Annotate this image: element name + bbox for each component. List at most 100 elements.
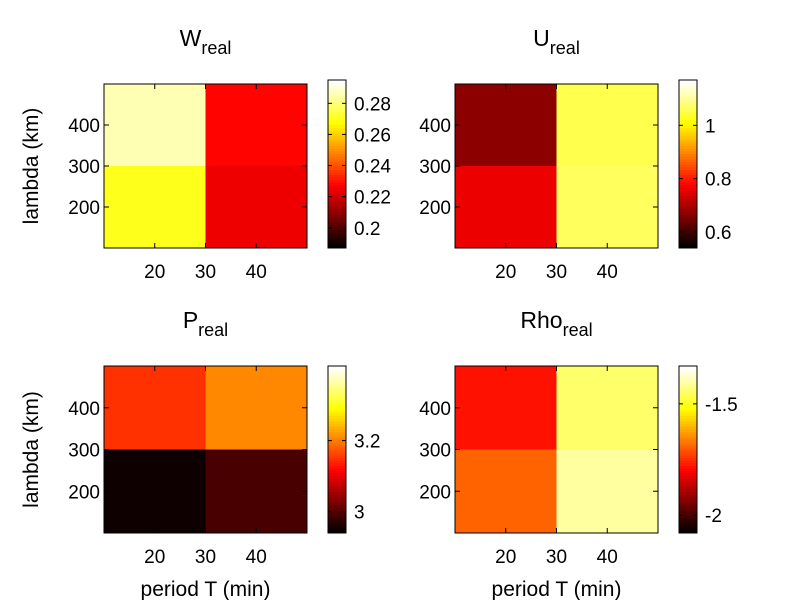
- colorbar-segment: [328, 129, 346, 134]
- colorbar-segment: [328, 454, 346, 458]
- colorbar-segment: [328, 433, 346, 438]
- colorbar-segment: [328, 397, 346, 401]
- colorbar-segment: [328, 132, 346, 136]
- colorbar-segment: [679, 177, 697, 181]
- colorbar-segment: [679, 140, 697, 144]
- colorbar-segment: [328, 174, 346, 178]
- x-tick-label: 20: [495, 262, 516, 283]
- colorbar-segment: [679, 161, 697, 165]
- colorbar-segment: [328, 379, 346, 383]
- colorbar-segment: [679, 488, 697, 492]
- colorbar-segment: [679, 499, 697, 503]
- colorbar-segment: [328, 185, 346, 189]
- colorbar-frame: [678, 79, 698, 249]
- heatmap-cell: [205, 366, 307, 450]
- colorbar-segment: [679, 386, 697, 391]
- colorbar-tick-label: 0.2: [354, 219, 380, 240]
- colorbar-segment: [679, 527, 697, 531]
- colorbar-segment: [328, 423, 346, 427]
- colorbar-segment: [328, 106, 346, 110]
- colorbar-segment: [328, 478, 346, 482]
- colorbar-segment: [328, 371, 346, 375]
- colorbar-segment: [328, 512, 346, 516]
- colorbar-segment: [328, 467, 346, 471]
- colorbar-segment: [328, 93, 346, 97]
- y-tick-label: 200: [419, 482, 451, 503]
- colorbar-segment: [328, 206, 346, 210]
- colorbar-segment: [328, 418, 346, 422]
- colorbar-segment: [328, 166, 346, 170]
- colorbar-segment: [679, 410, 697, 414]
- colorbar-segment: [328, 169, 346, 173]
- colorbar-segment: [328, 182, 346, 186]
- heatmap-cell: [104, 366, 206, 450]
- colorbar-segment: [328, 506, 346, 511]
- colorbar-tick-label: 1: [705, 116, 716, 137]
- colorbar-segment: [328, 234, 346, 239]
- colorbar-segment: [679, 509, 697, 513]
- colorbar-segment: [679, 174, 697, 178]
- colorbar-segment: [328, 386, 346, 391]
- colorbar-segment: [328, 82, 346, 86]
- colorbar-segment: [328, 203, 346, 207]
- colorbar-segment: [679, 371, 697, 375]
- heatmap-cell: [556, 366, 658, 450]
- colorbar-segment: [328, 530, 346, 534]
- colorbar-segment: [679, 449, 697, 453]
- chart-title: Wreal: [180, 25, 232, 58]
- colorbar-segment: [679, 415, 697, 419]
- colorbar-segment: [679, 132, 697, 136]
- colorbar-segment: [328, 240, 346, 244]
- colorbar-segment: [328, 431, 346, 435]
- colorbar-segment: [328, 452, 346, 456]
- colorbar-segment: [328, 472, 346, 477]
- colorbar-segment: [328, 501, 346, 505]
- colorbar-segment: [679, 428, 697, 432]
- colorbar-tick-label: 0.24: [354, 157, 391, 178]
- colorbar-segment: [679, 242, 697, 246]
- heatmap-cell: [205, 166, 307, 248]
- colorbar-segment: [328, 198, 346, 202]
- colorbar-segment: [328, 496, 346, 500]
- colorbar: 0.6 0.8 1: [678, 79, 731, 249]
- y-tick-label: 300: [68, 157, 100, 178]
- y-tick-label: 200: [68, 198, 100, 219]
- colorbar-segment: [328, 232, 346, 236]
- colorbar-segment: [328, 525, 346, 529]
- colorbar-segment: [679, 454, 697, 458]
- colorbar-segment: [679, 439, 697, 443]
- colorbar-segment: [328, 111, 346, 115]
- colorbar-segment: [328, 488, 346, 492]
- colorbar-segment: [679, 221, 697, 225]
- colorbar-segment: [679, 129, 697, 134]
- colorbar-segment: [679, 486, 697, 490]
- colorbar-segment: [679, 135, 697, 139]
- colorbar-segment: [679, 245, 697, 249]
- colorbar-segment: [679, 182, 697, 186]
- heatmap-cell: [104, 166, 206, 248]
- colorbar-segment: [328, 171, 346, 176]
- colorbar-segment: [679, 137, 697, 141]
- y-tick-label: 400: [419, 116, 451, 137]
- colorbar-segment: [328, 164, 346, 168]
- x-tick-label: 40: [246, 262, 267, 283]
- colorbar-segment: [679, 116, 697, 120]
- colorbar-segment: [679, 103, 697, 107]
- heatmap-panel-2: 20 30 40 200 300 400 Ureal 0.6 0.8 1: [419, 25, 731, 283]
- colorbar-tick-label: 0.6: [705, 223, 731, 244]
- colorbar-segment: [328, 148, 346, 152]
- colorbar-segment: [328, 493, 346, 498]
- colorbar-segment: [679, 192, 697, 197]
- colorbar-segment: [679, 446, 697, 451]
- colorbar-segment: [679, 122, 697, 126]
- colorbar-segment: [679, 402, 697, 406]
- colorbar-segment: [679, 405, 697, 409]
- colorbar-segment: [328, 137, 346, 141]
- colorbar-segment: [679, 431, 697, 435]
- colorbar-segment: [328, 161, 346, 165]
- x-tick-label: 20: [144, 547, 165, 568]
- colorbar-tick-label: -2: [705, 506, 722, 527]
- colorbar-segment: [328, 140, 346, 144]
- colorbar-segment: [679, 423, 697, 427]
